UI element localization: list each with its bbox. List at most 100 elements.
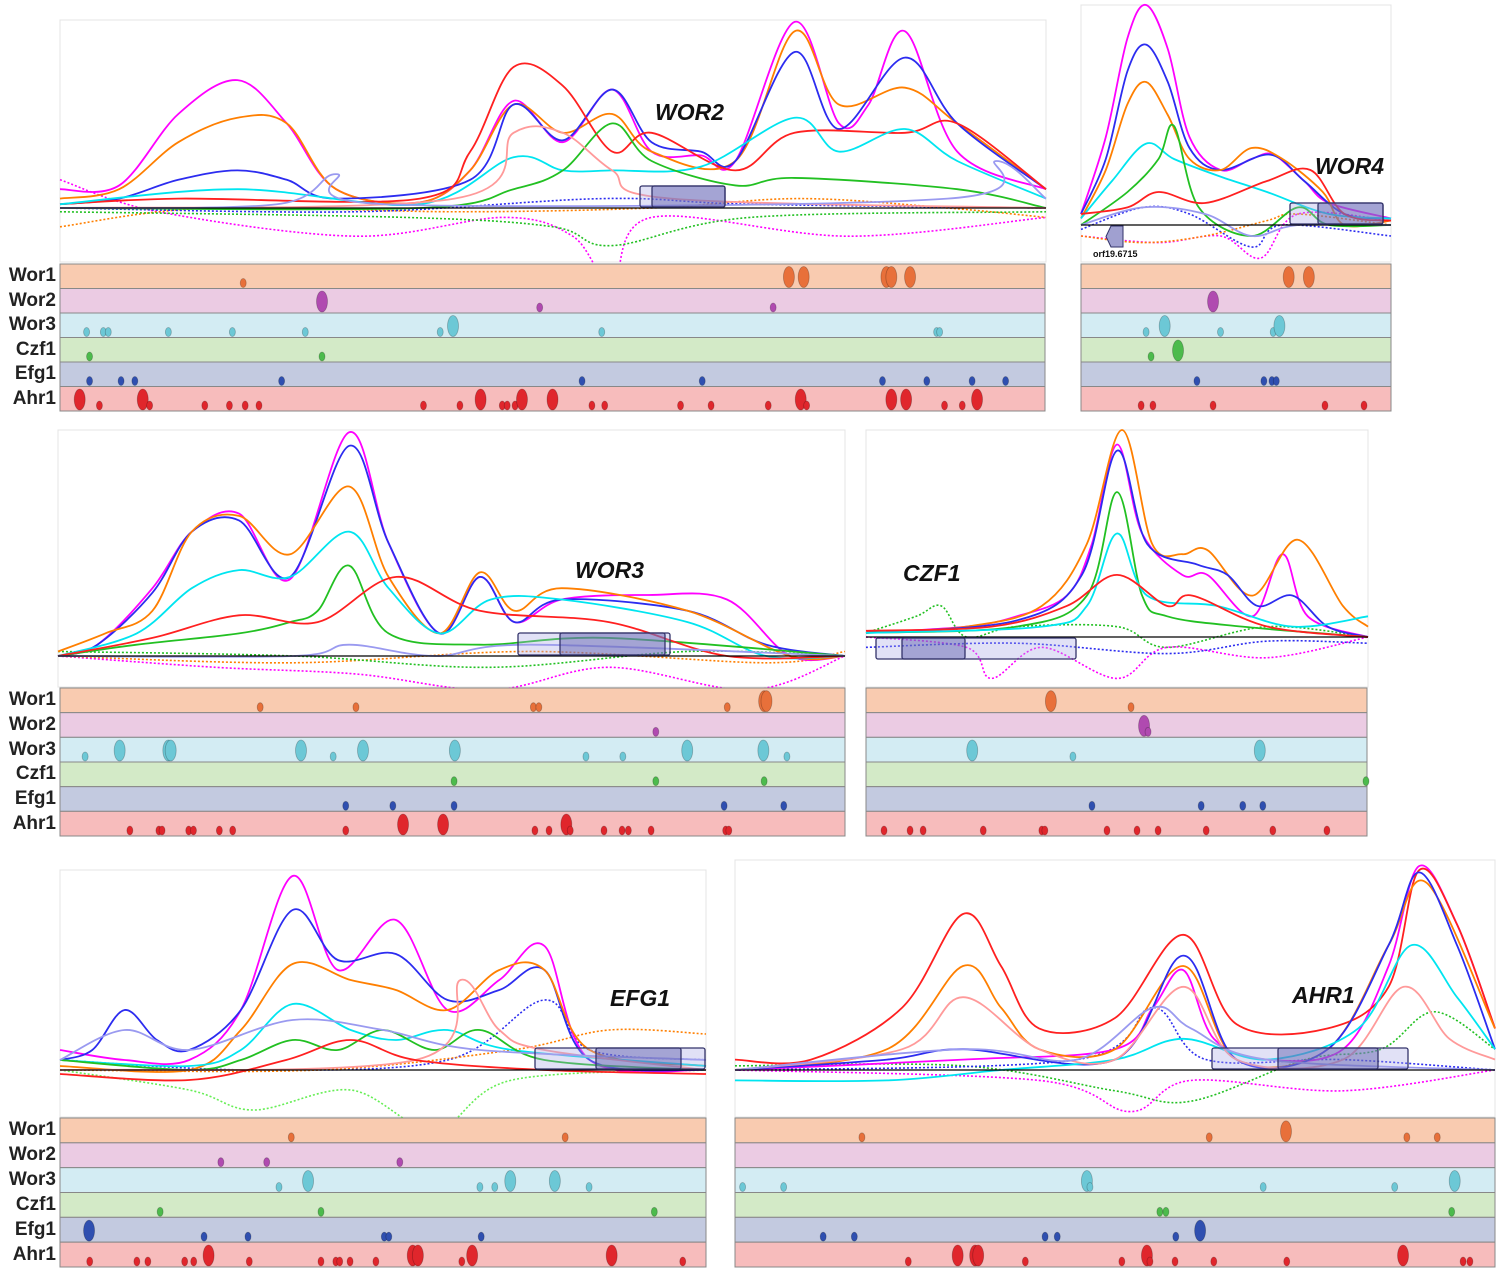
track-ahr1 xyxy=(865,810,1368,837)
motif-site-czf1 xyxy=(86,351,93,362)
track-wor3 xyxy=(865,736,1368,763)
motif-site-efg1 xyxy=(1053,1231,1061,1242)
motif-site-ahr1 xyxy=(411,1244,424,1267)
motif-site-ahr1 xyxy=(474,388,487,411)
motif-site-efg1 xyxy=(879,376,886,386)
plot-area xyxy=(865,429,1369,688)
motif-site-efg1 xyxy=(83,1219,95,1242)
motif-site-ahr1 xyxy=(317,1256,325,1267)
gene-label: EFG1 xyxy=(610,985,670,1011)
track-efg1 xyxy=(865,786,1368,812)
motif-site-czf1 xyxy=(1362,776,1370,787)
track-label-ahr1: Ahr1 xyxy=(12,387,56,409)
motif-site-wor3 xyxy=(681,739,694,762)
track-wor2 xyxy=(59,288,1046,314)
motif-site-ahr1 xyxy=(458,1256,466,1267)
gene-model-box xyxy=(1277,1047,1379,1070)
track-label-wor1: Wor1 xyxy=(8,689,56,711)
motif-site-efg1 xyxy=(780,800,788,811)
motif-site-wor3 xyxy=(302,1170,314,1192)
motif-site-wor3 xyxy=(1391,1182,1399,1192)
motif-site-ahr1 xyxy=(566,825,574,836)
track-ahr1 xyxy=(59,1241,707,1268)
track-label-ahr1: Ahr1 xyxy=(12,1243,56,1265)
motif-site-wor1 xyxy=(352,702,360,713)
gene-label: CZF1 xyxy=(903,560,961,586)
motif-site-ahr1 xyxy=(900,388,913,411)
motif-site-wor3 xyxy=(476,1182,484,1192)
motif-site-ahr1 xyxy=(794,388,807,411)
signal-line-green xyxy=(865,491,1369,638)
track-czf1 xyxy=(59,337,1046,363)
motif-site-efg1 xyxy=(1259,800,1267,811)
motif-site-ahr1 xyxy=(803,400,811,411)
track-label-efg1: Efg1 xyxy=(14,363,56,385)
signal-line-magenta-dotted xyxy=(734,1069,1496,1113)
motif-site-wor3 xyxy=(448,739,461,762)
motif-site-ahr1 xyxy=(190,1256,198,1267)
motif-site-wor3 xyxy=(164,327,172,337)
motif-site-ahr1 xyxy=(1360,400,1368,411)
motif-site-wor1 xyxy=(723,702,731,713)
track-label-efg1: Efg1 xyxy=(14,788,56,809)
signal-line-blue-dotted xyxy=(865,639,1369,655)
plot-area xyxy=(59,19,1047,263)
panel-wor2: WOR2 xyxy=(59,19,1047,412)
signal-line-blue-dotted xyxy=(59,197,1047,213)
motif-site-wor3 xyxy=(619,751,627,762)
track-label-wor2: Wor2 xyxy=(8,289,56,311)
motif-site-ahr1 xyxy=(255,400,263,411)
motif-site-ahr1 xyxy=(1154,825,1162,836)
track-wor2 xyxy=(1080,288,1392,314)
motif-site-ahr1 xyxy=(647,825,655,836)
motif-site-wor2 xyxy=(769,302,777,313)
motif-site-wor3 xyxy=(739,1182,746,1192)
signal-line-magenta xyxy=(59,875,707,1074)
motif-site-ahr1 xyxy=(605,1244,618,1267)
track-label-wor3: Wor3 xyxy=(8,738,56,760)
motif-site-efg1 xyxy=(200,1231,208,1242)
track-wor2 xyxy=(865,712,1368,738)
motif-site-wor2 xyxy=(1144,726,1152,737)
track-label-wor3: Wor3 xyxy=(8,1169,56,1191)
motif-site-efg1 xyxy=(720,800,728,811)
motif-site-ahr1 xyxy=(677,400,684,411)
motif-site-ahr1 xyxy=(1149,400,1157,411)
signal-line-salmon xyxy=(59,125,1047,209)
gene-label: AHR1 xyxy=(1291,982,1355,1008)
motif-site-wor3 xyxy=(447,315,459,337)
motif-site-wor3 xyxy=(1217,327,1224,337)
motif-site-ahr1 xyxy=(601,400,609,411)
signal-line-lavender xyxy=(59,160,1047,209)
motif-site-czf1 xyxy=(1448,1206,1456,1217)
motif-site-wor3 xyxy=(1253,739,1266,762)
track-wor1 xyxy=(59,1117,707,1144)
motif-site-wor3 xyxy=(1273,315,1286,337)
motif-site-wor1 xyxy=(535,702,543,713)
track-efg1 xyxy=(59,786,846,812)
motif-site-ahr1 xyxy=(1202,825,1210,836)
motif-site-efg1 xyxy=(1088,800,1096,811)
motif-site-ahr1 xyxy=(346,1256,354,1267)
motif-site-wor1 xyxy=(1302,266,1315,288)
motif-site-ahr1 xyxy=(126,825,134,836)
motif-site-ahr1 xyxy=(1466,1256,1474,1267)
motif-site-ahr1 xyxy=(1321,400,1329,411)
motif-site-ahr1 xyxy=(707,400,715,411)
signal-line-blue xyxy=(865,449,1369,638)
motif-site-efg1 xyxy=(278,376,286,386)
motif-site-ahr1 xyxy=(588,400,596,411)
panel-wor4: WOR4 orf19.6715 xyxy=(1080,4,1392,412)
motif-site-wor3 xyxy=(585,1182,593,1192)
signal-line-lavender xyxy=(734,1005,1496,1071)
motif-site-wor2 xyxy=(263,1157,271,1168)
motif-site-efg1 xyxy=(244,1231,252,1242)
motif-site-wor3 xyxy=(548,1170,561,1192)
motif-site-wor3 xyxy=(83,327,90,337)
track-wor1 xyxy=(1080,263,1392,289)
plot-area xyxy=(1080,4,1392,263)
track-label-czf1: Czf1 xyxy=(15,1193,56,1215)
motif-site-czf1 xyxy=(317,1206,325,1217)
signal-line-orange xyxy=(734,879,1496,1071)
motif-site-ahr1 xyxy=(971,388,983,411)
